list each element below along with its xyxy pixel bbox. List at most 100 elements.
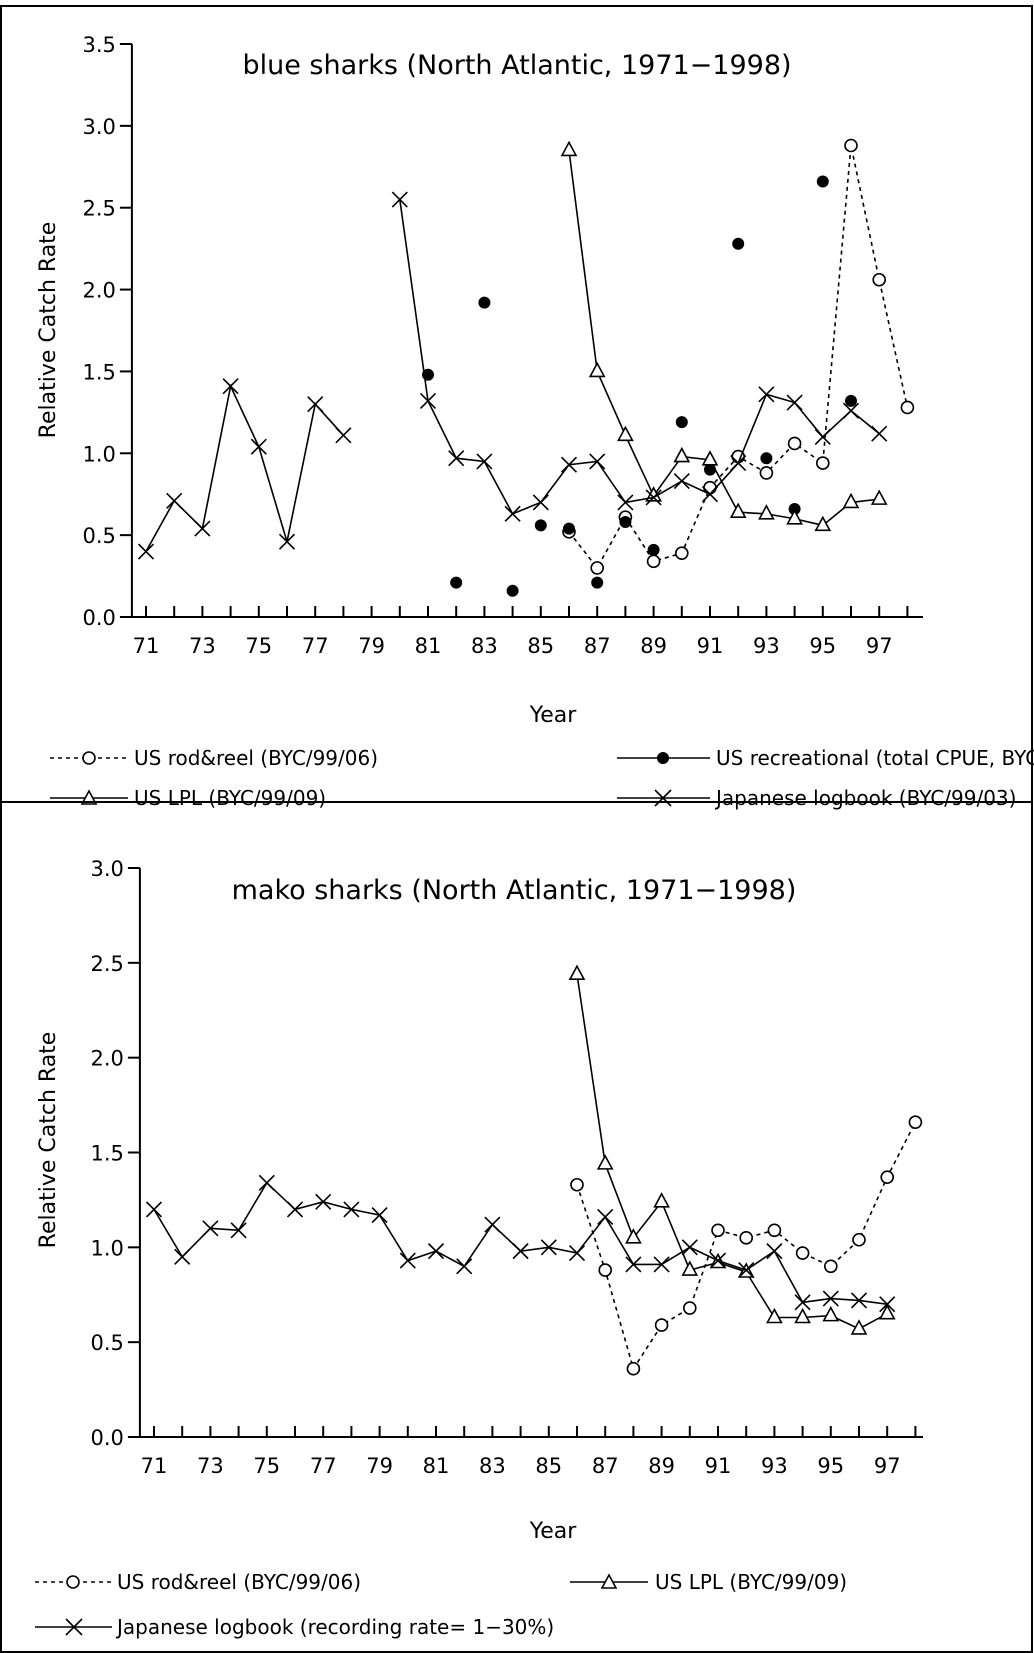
- x-tick-label: 85: [527, 634, 554, 658]
- chart-title: blue sharks (North Atlantic, 1971−1998): [242, 50, 791, 81]
- x-tick-label: 81: [415, 634, 442, 658]
- series: [560, 140, 888, 532]
- x-tick-label: 93: [753, 634, 780, 658]
- x-tick-label: 87: [584, 634, 611, 658]
- x-tick-label: 75: [245, 634, 272, 658]
- data-point: [307, 396, 324, 413]
- data-point: [870, 489, 888, 505]
- data-point: [711, 1223, 725, 1238]
- chart-title: mako sharks (North Atlantic, 1971−1998): [232, 875, 797, 906]
- data-point: [286, 1201, 304, 1218]
- series-line: [568, 150, 880, 527]
- data-point: [258, 1174, 275, 1191]
- data-point: [729, 502, 747, 519]
- data-point: [315, 1193, 332, 1210]
- data-point: [250, 438, 267, 455]
- x-tick-label: 91: [705, 1454, 732, 1478]
- y-tick-label: 2.5: [90, 952, 123, 976]
- data-point: [879, 1296, 896, 1313]
- y-tick-label: 2.0: [82, 279, 115, 303]
- series: [145, 1174, 896, 1313]
- x-tick-label: 73: [197, 1454, 224, 1478]
- data-point: [399, 1252, 416, 1269]
- legend-label: US rod&reel (BYC/99/06): [117, 1570, 361, 1594]
- x-tick-label: 81: [423, 1454, 450, 1478]
- data-point: [560, 456, 578, 473]
- x-tick-label: 71: [141, 1454, 168, 1478]
- data-point: [814, 515, 832, 532]
- data-point: [850, 1319, 868, 1335]
- series: [568, 964, 896, 1335]
- data-point: [760, 452, 773, 465]
- data-point: [701, 486, 719, 503]
- data-point: [871, 425, 888, 442]
- data-point: [759, 466, 774, 480]
- data-point: [570, 1177, 584, 1192]
- x-tick-label: 91: [697, 634, 724, 658]
- data-point: [617, 425, 634, 442]
- x-tick-label: 71: [133, 634, 160, 658]
- legend-item: US LPL (BYC/99/09): [570, 1570, 847, 1594]
- data-point: [174, 1248, 191, 1265]
- y-tick-label: 1.5: [82, 360, 115, 384]
- legend: US rod&reel (BYC/99/06) US recreational …: [50, 746, 1034, 810]
- data-point: [222, 378, 239, 395]
- data-point: [701, 450, 719, 466]
- x-tick-label: 93: [761, 1454, 788, 1478]
- data-point: [814, 428, 831, 445]
- data-point: [478, 296, 491, 309]
- legend-item: US rod&reel (BYC/99/06): [35, 1570, 361, 1594]
- x-axis-title: Year: [529, 1519, 578, 1544]
- series: [422, 175, 857, 597]
- data-point: [371, 1207, 388, 1224]
- data-point: [278, 533, 296, 550]
- data-point: [822, 1305, 840, 1322]
- x-tick-label: 73: [189, 634, 216, 658]
- data-point: [645, 489, 662, 506]
- data-point: [878, 1304, 896, 1320]
- data-point: [766, 1243, 783, 1260]
- data-point: [512, 1243, 529, 1260]
- data-point: [335, 427, 352, 444]
- x-tick-label: 77: [310, 1454, 337, 1478]
- panel-frame: [0, 801, 1033, 1653]
- data-point: [766, 1307, 783, 1324]
- mako-sharks-panel: mako sharks (North Atlantic, 1971−1998) …: [0, 801, 1033, 1653]
- data-point: [560, 140, 578, 157]
- y-tick-label: 1.0: [90, 1236, 123, 1260]
- blue-sharks-panel: blue sharks (North Atlantic, 1971−1998) …: [0, 5, 1034, 810]
- data-point: [427, 1243, 445, 1260]
- data-point: [767, 1223, 782, 1238]
- data-point: [786, 394, 803, 411]
- data-point: [166, 492, 183, 509]
- series: [137, 191, 888, 560]
- y-tick-label: 3.0: [82, 115, 115, 139]
- x-tick-label: 89: [640, 634, 667, 658]
- data-point: [619, 516, 632, 529]
- y-tick-label: 0.0: [90, 1426, 123, 1450]
- data-point: [822, 1290, 839, 1307]
- data-point: [506, 584, 519, 597]
- plot-area: [145, 964, 923, 1376]
- data-point: [617, 494, 634, 511]
- data-point: [202, 1220, 219, 1237]
- data-point: [845, 394, 857, 407]
- data-point: [419, 392, 437, 409]
- data-point: [681, 1239, 698, 1256]
- y-tick-label: 1.0: [82, 442, 115, 466]
- data-point: [816, 175, 829, 188]
- y-tick-label: 2.0: [90, 1047, 123, 1071]
- data-point: [675, 416, 688, 429]
- x-tick-label: 83: [471, 634, 498, 658]
- x-tick-label: 89: [648, 1454, 675, 1478]
- data-point: [194, 520, 211, 537]
- data-point: [852, 1232, 866, 1247]
- data-point: [343, 1201, 360, 1218]
- data-point: [682, 1301, 697, 1315]
- data-point: [540, 1239, 557, 1256]
- x-tick-label: 87: [592, 1454, 619, 1478]
- data-point: [709, 1252, 727, 1269]
- legend-label: Japanese logbook (recording rate= 1−30%): [115, 1615, 554, 1639]
- data-point: [391, 191, 408, 208]
